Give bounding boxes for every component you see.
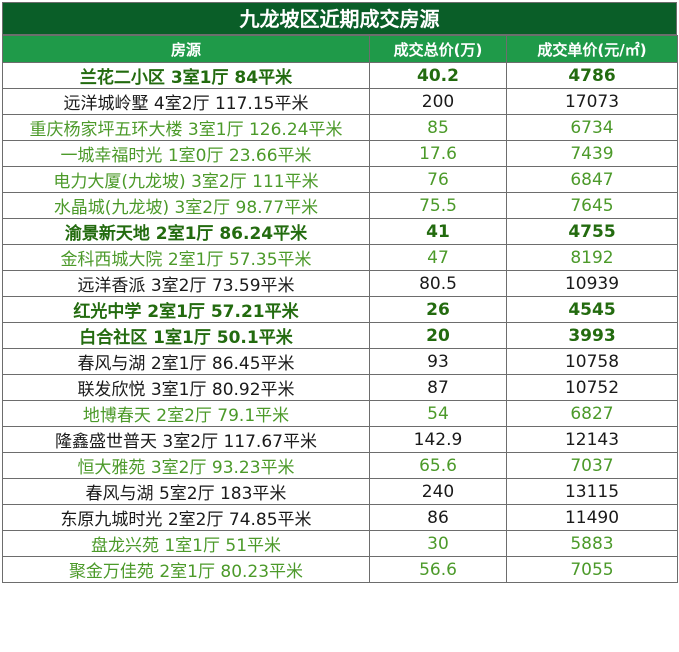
listing-name: 联发欣悦 3室1厅 80.92平米: [2, 374, 370, 401]
unit-price: 4755: [506, 218, 678, 245]
total-price: 142.9: [369, 426, 507, 453]
total-price: 75.5: [369, 192, 507, 219]
listing-name: 金科西城大院 2室1厅 57.35平米: [2, 244, 370, 271]
listing-name: 地博春天 2室2厅 79.1平米: [2, 400, 370, 427]
table-row: 恒大雅苑 3室2厅 93.23平米 65.6 7037: [2, 452, 678, 479]
listing-name: 红光中学 2室1厅 57.21平米: [2, 296, 370, 323]
total-price: 41: [369, 218, 507, 245]
unit-price: 17073: [506, 88, 678, 115]
unit-price: 10758: [506, 348, 678, 375]
total-price: 26: [369, 296, 507, 323]
table-row: 聚金万佳苑 2室1厅 80.23平米 56.6 7055: [2, 556, 678, 583]
unit-price: 11490: [506, 504, 678, 531]
listing-name: 远洋城岭墅 4室2厅 117.15平米: [2, 88, 370, 115]
table-row: 地博春天 2室2厅 79.1平米 54 6827: [2, 400, 678, 427]
listings-sheet: 九龙坡区近期成交房源 房源 成交总价(万) 成交单价(元/㎡) 兰花二小区 3室…: [2, 2, 678, 583]
unit-price: 3993: [506, 322, 678, 349]
table-row: 远洋城岭墅 4室2厅 117.15平米 200 17073: [2, 88, 678, 115]
total-price: 240: [369, 478, 507, 505]
listing-name: 远洋香派 3室2厅 73.59平米: [2, 270, 370, 297]
listings-body: 兰花二小区 3室1厅 84平米 40.2 4786 远洋城岭墅 4室2厅 117.1…: [2, 62, 678, 583]
table-row: 渝景新天地 2室1厅 86.24平米 41 4755: [2, 218, 678, 245]
listing-name: 恒大雅苑 3室2厅 93.23平米: [2, 452, 370, 479]
listing-name: 盘龙兴苑 1室1厅 51平米: [2, 530, 370, 557]
unit-price: 8192: [506, 244, 678, 271]
listing-name: 一城幸福时光 1室0厅 23.66平米: [2, 140, 370, 167]
unit-price: 6734: [506, 114, 678, 141]
header-row: 房源 成交总价(万) 成交单价(元/㎡): [2, 35, 678, 63]
header-listing: 房源: [2, 35, 370, 63]
table-row: 水晶城(九龙坡) 3室2厅 98.77平米 75.5 7645: [2, 192, 678, 219]
listing-name: 春风与湖 2室1厅 86.45平米: [2, 348, 370, 375]
listing-name: 水晶城(九龙坡) 3室2厅 98.77平米: [2, 192, 370, 219]
table-row: 盘龙兴苑 1室1厅 51平米 30 5883: [2, 530, 678, 557]
table-row: 重庆杨家坪五环大楼 3室1厅 126.24平米 85 6734: [2, 114, 678, 141]
listing-name: 春风与湖 5室2厅 183平米: [2, 478, 370, 505]
header-unit-price: 成交单价(元/㎡): [506, 35, 678, 63]
table-row: 红光中学 2室1厅 57.21平米 26 4545: [2, 296, 678, 323]
total-price: 65.6: [369, 452, 507, 479]
table-row: 联发欣悦 3室1厅 80.92平米 87 10752: [2, 374, 678, 401]
table-row: 东原九城时光 2室2厅 74.85平米 86 11490: [2, 504, 678, 531]
unit-price: 13115: [506, 478, 678, 505]
total-price: 40.2: [369, 62, 507, 89]
listing-name: 聚金万佳苑 2室1厅 80.23平米: [2, 556, 370, 583]
table-row: 隆鑫盛世普天 3室2厅 117.67平米 142.9 12143: [2, 426, 678, 453]
total-price: 20: [369, 322, 507, 349]
total-price: 80.5: [369, 270, 507, 297]
unit-price: 6827: [506, 400, 678, 427]
listings-table: 房源 成交总价(万) 成交单价(元/㎡) 兰花二小区 3室1厅 84平米 40.2…: [2, 35, 678, 583]
total-price: 76: [369, 166, 507, 193]
unit-price: 10752: [506, 374, 678, 401]
total-price: 54: [369, 400, 507, 427]
header-total-price: 成交总价(万): [369, 35, 507, 63]
table-row: 电力大厦(九龙坡) 3室2厅 111平米 76 6847: [2, 166, 678, 193]
total-price: 86: [369, 504, 507, 531]
listing-name: 兰花二小区 3室1厅 84平米: [2, 62, 370, 89]
table-row: 兰花二小区 3室1厅 84平米 40.2 4786: [2, 62, 678, 89]
listing-name: 隆鑫盛世普天 3室2厅 117.67平米: [2, 426, 370, 453]
listing-name: 东原九城时光 2室2厅 74.85平米: [2, 504, 370, 531]
total-price: 87: [369, 374, 507, 401]
total-price: 17.6: [369, 140, 507, 167]
listing-name: 重庆杨家坪五环大楼 3室1厅 126.24平米: [2, 114, 370, 141]
unit-price: 10939: [506, 270, 678, 297]
total-price: 93: [369, 348, 507, 375]
table-row: 一城幸福时光 1室0厅 23.66平米 17.6 7439: [2, 140, 678, 167]
total-price: 85: [369, 114, 507, 141]
table-row: 春风与湖 2室1厅 86.45平米 93 10758: [2, 348, 678, 375]
total-price: 200: [369, 88, 507, 115]
total-price: 30: [369, 530, 507, 557]
table-row: 金科西城大院 2室1厅 57.35平米 47 8192: [2, 244, 678, 271]
unit-price: 7037: [506, 452, 678, 479]
table-row: 春风与湖 5室2厅 183平米 240 13115: [2, 478, 678, 505]
unit-price: 4786: [506, 62, 678, 89]
unit-price: 4545: [506, 296, 678, 323]
unit-price: 5883: [506, 530, 678, 557]
table-row: 白合社区 1室1厅 50.1平米 20 3993: [2, 322, 678, 349]
total-price: 56.6: [369, 556, 507, 583]
table-row: 远洋香派 3室2厅 73.59平米 80.5 10939: [2, 270, 678, 297]
unit-price: 12143: [506, 426, 678, 453]
unit-price: 7645: [506, 192, 678, 219]
listing-name: 电力大厦(九龙坡) 3室2厅 111平米: [2, 166, 370, 193]
listing-name: 渝景新天地 2室1厅 86.24平米: [2, 218, 370, 245]
listing-name: 白合社区 1室1厅 50.1平米: [2, 322, 370, 349]
unit-price: 6847: [506, 166, 678, 193]
sheet-title: 九龙坡区近期成交房源: [2, 2, 677, 35]
unit-price: 7055: [506, 556, 678, 583]
total-price: 47: [369, 244, 507, 271]
unit-price: 7439: [506, 140, 678, 167]
